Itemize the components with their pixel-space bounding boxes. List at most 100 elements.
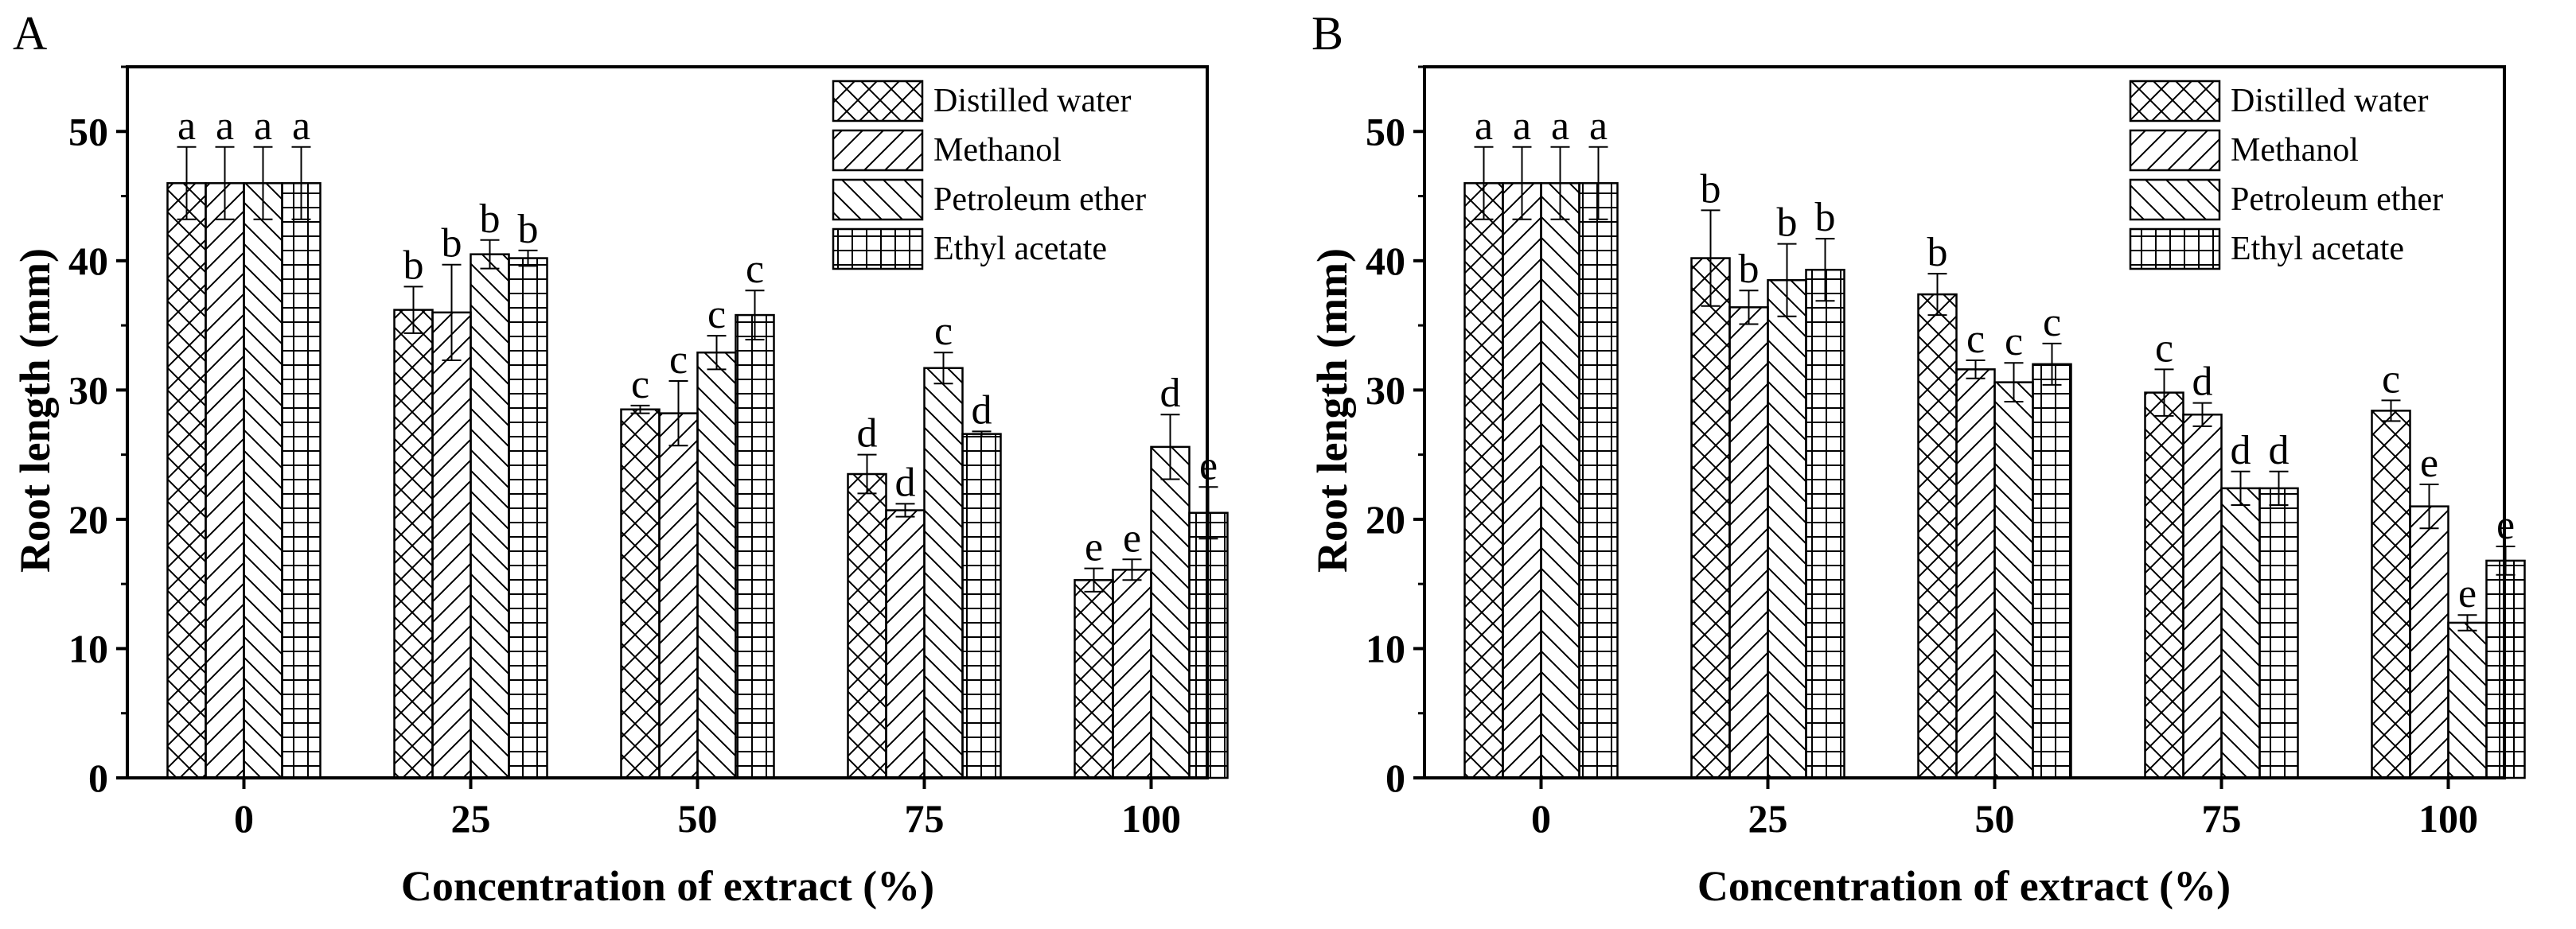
significance-label: b [1701, 166, 1721, 212]
legend-swatch [832, 178, 924, 221]
significance-label: b [1777, 200, 1798, 246]
significance-label: b [403, 243, 424, 288]
x-tick-label: 50 [678, 796, 718, 841]
bar [281, 182, 322, 779]
significance-label: c [934, 309, 953, 354]
bar [1578, 182, 1619, 779]
bar [1767, 278, 1807, 779]
significance-label: c [2382, 356, 2400, 402]
y-tick-label: 20 [1366, 497, 1405, 542]
legend-swatch [832, 129, 924, 172]
significance-label: d [2231, 428, 2251, 473]
y-tick-label: 50 [1366, 109, 1405, 154]
y-tick-label: 30 [1366, 367, 1405, 412]
bar [1690, 257, 1731, 779]
significance-label: a [1589, 103, 1608, 149]
significance-label: a [292, 103, 310, 149]
legend-swatch [2129, 80, 2221, 122]
bar [1540, 182, 1580, 779]
significance-label: c [2005, 319, 2023, 364]
y-tick-label: 0 [88, 756, 108, 800]
bar [658, 412, 699, 779]
x-axis-title: Concentration of extract (%) [401, 862, 934, 910]
significance-label: a [1475, 103, 1493, 149]
significance-label: c [2155, 325, 2173, 371]
tick-layer: 0 25 50 75 100 0 10 20 30 40 50 [68, 65, 1181, 841]
significance-label: c [669, 337, 688, 383]
significance-label: c [746, 247, 764, 292]
plot-frame [126, 65, 1209, 779]
significance-label: a [216, 103, 234, 149]
bar [205, 182, 245, 779]
x-tick-label: 100 [1121, 796, 1181, 841]
bar [2144, 391, 2184, 779]
significance-label: b [1927, 230, 1948, 275]
legend-label: Methanol [2231, 132, 2359, 169]
significance-label: b [1739, 247, 1760, 292]
significance-label: b [480, 196, 501, 242]
significance-label: b [1815, 195, 1836, 240]
bar [620, 408, 661, 779]
y-tick-label: 0 [1385, 756, 1405, 800]
significance-label: c [2043, 300, 2061, 345]
significance-label: c [707, 292, 726, 337]
significance-label: a [177, 103, 196, 149]
panel-b: B Root length (mm) Concentration of extr… [1308, 7, 2526, 910]
y-tick-label: 50 [68, 109, 108, 154]
legend-swatch [832, 227, 924, 270]
bar [1728, 306, 1769, 779]
legend-swatch [2129, 129, 2221, 172]
significance-label: b [442, 221, 462, 266]
bar [1917, 293, 1958, 779]
bar [508, 257, 548, 779]
bar [1112, 569, 1152, 779]
bar [923, 367, 964, 779]
x-tick-label: 75 [905, 796, 945, 841]
x-tick-label: 0 [1531, 796, 1551, 841]
bar [885, 509, 926, 779]
y-axis-title: Root length (mm) [1308, 248, 1356, 573]
x-tick-label: 25 [451, 796, 491, 841]
bar [1805, 268, 1845, 779]
bar [166, 182, 207, 779]
bar [735, 313, 775, 779]
x-tick-label: 100 [2418, 796, 2478, 841]
legend-label: Methanol [933, 132, 1062, 169]
legend: Distilled water Methanol Petroleum ether Et… [832, 80, 1146, 270]
bar [2371, 410, 2411, 779]
legend-swatch [832, 80, 924, 122]
significance-label: e [2420, 441, 2438, 486]
significance-label: e [2458, 571, 2477, 616]
plot-frame [1423, 65, 2506, 779]
x-tick-label: 0 [234, 796, 254, 841]
legend-swatch [2129, 227, 2221, 270]
bar [1502, 182, 1542, 779]
significance-label: d [2192, 360, 2213, 405]
bar [243, 182, 283, 779]
panel-letter: B [1311, 7, 1343, 60]
bar [431, 311, 472, 779]
bar [2447, 621, 2488, 779]
x-tick-label: 75 [2202, 796, 2242, 841]
significance-label: d [895, 460, 916, 505]
panel-letter: A [13, 7, 47, 60]
y-tick-label: 40 [68, 239, 108, 283]
significance-label: a [1551, 103, 1569, 149]
bar [393, 309, 434, 779]
y-tick-label: 40 [1366, 239, 1405, 283]
legend-label: Petroleum ether [933, 181, 1146, 218]
tick-layer: 0 25 50 75 100 0 10 20 30 40 50 [1366, 65, 2478, 841]
x-axis-title: Concentration of extract (%) [1697, 862, 2231, 910]
bar [1993, 381, 2034, 779]
significance-label: d [2269, 428, 2290, 473]
legend-label: Ethyl acetate [2231, 231, 2404, 267]
legend-swatch [2129, 178, 2221, 221]
bar [2409, 505, 2449, 779]
significance-label: e [1085, 525, 1103, 570]
significance-label: c [631, 362, 649, 407]
bar [961, 433, 1002, 779]
bar [1074, 579, 1114, 779]
